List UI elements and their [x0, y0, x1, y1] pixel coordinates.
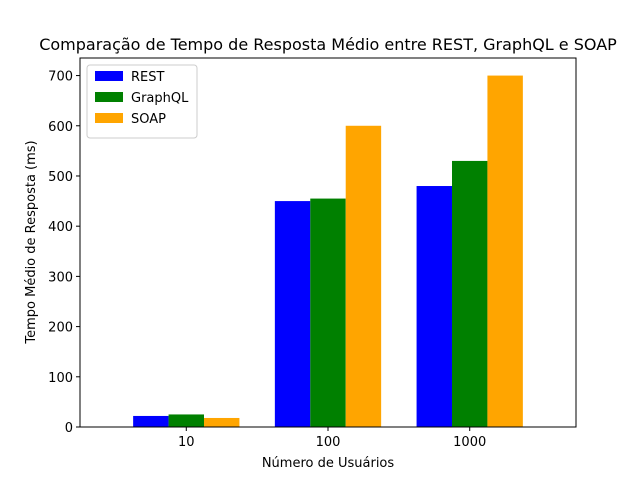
legend-swatch-graphql — [95, 92, 123, 102]
x-axis-label: Número de Usuários — [262, 456, 395, 471]
x-axis: 10 100 1000 — [178, 427, 486, 450]
chart-title: Comparação de Tempo de Resposta Médio en… — [39, 35, 617, 54]
legend-label-rest: REST — [131, 70, 164, 85]
y-tick-label: 500 — [48, 170, 73, 185]
bars-group — [133, 75, 523, 428]
legend-swatch-rest — [95, 71, 123, 81]
bar-soap-10 — [204, 417, 240, 427]
y-axis-label: Tempo Médio de Resposta (ms) — [24, 140, 39, 344]
bar-graphql-10 — [168, 414, 204, 427]
y-tick-label: 600 — [48, 120, 73, 135]
bar-soap-100 — [345, 125, 382, 427]
y-axis: 0 100 200 300 400 500 600 700 — [48, 70, 80, 436]
legend-label-graphql: GraphQL — [131, 91, 189, 106]
y-tick-label: 400 — [48, 220, 73, 235]
y-tick-label: 700 — [48, 70, 73, 85]
bar-soap-1000 — [487, 75, 523, 428]
x-tick-label: 10 — [178, 435, 195, 450]
legend-swatch-soap — [95, 113, 123, 123]
y-tick-label: 200 — [48, 321, 73, 336]
y-tick-label: 100 — [48, 371, 73, 386]
bar-graphql-100 — [310, 198, 346, 427]
y-tick-label: 300 — [48, 270, 73, 285]
bar-rest-10 — [133, 415, 169, 427]
bar-graphql-1000 — [452, 160, 488, 427]
legend: REST GraphQL SOAP — [86, 64, 198, 139]
x-tick-label: 100 — [316, 435, 341, 450]
bar-rest-1000 — [416, 186, 452, 427]
legend-label-soap: SOAP — [131, 112, 166, 127]
y-tick-label: 0 — [65, 421, 73, 436]
bar-rest-100 — [274, 201, 311, 427]
x-tick-label: 1000 — [453, 435, 486, 450]
